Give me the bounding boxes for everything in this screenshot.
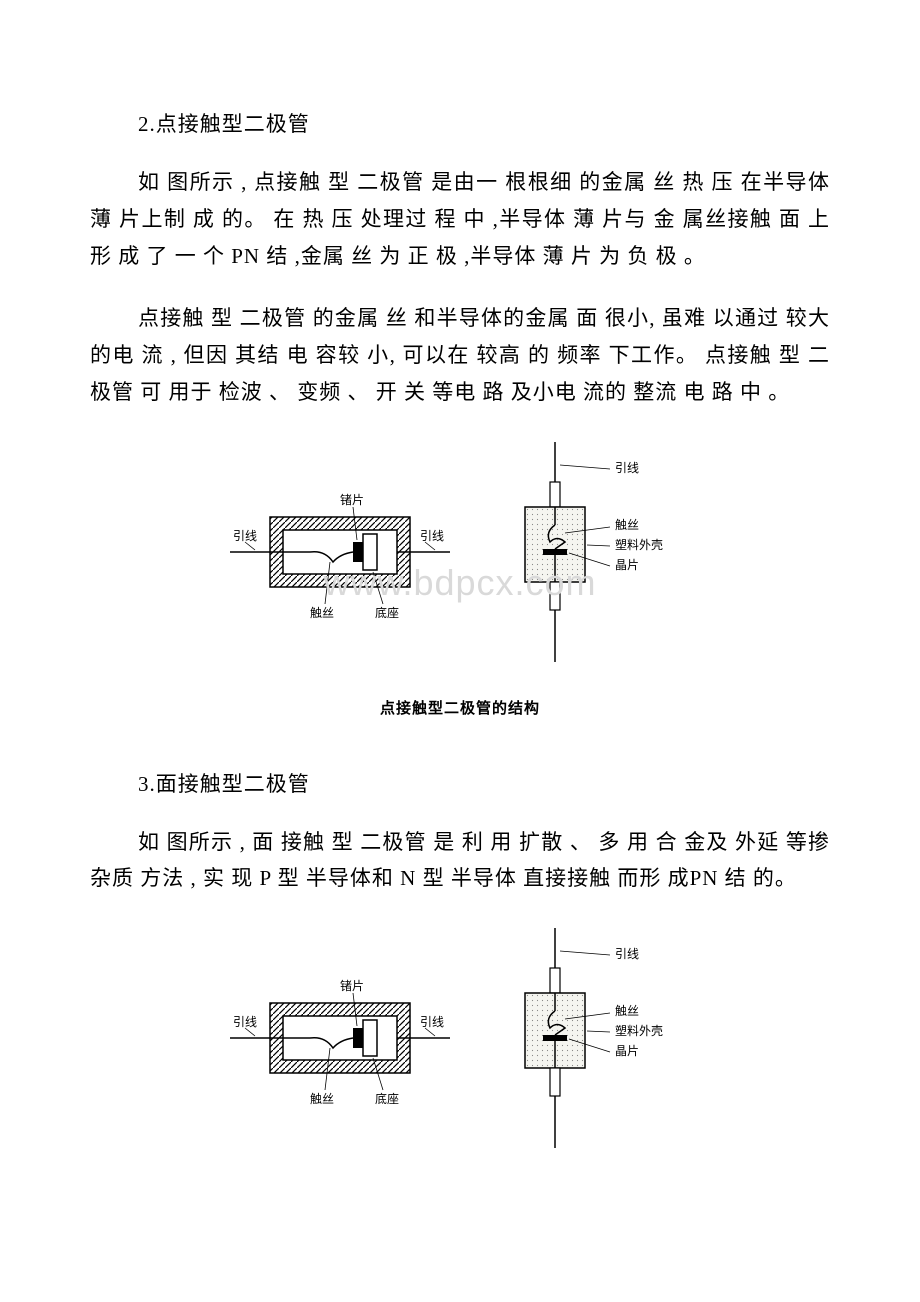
label-base: 底座	[375, 605, 399, 620]
label-lead-top: 引线	[615, 461, 639, 475]
figure2-diagrams: 引线 锗片 引线 触丝 底座	[225, 923, 695, 1153]
f2-label-wire2: 触丝	[615, 1004, 639, 1018]
f2-label-lead-top: 引线	[615, 947, 639, 961]
label-crystal: 晶片	[615, 558, 639, 572]
f2-label-crystal: 晶片	[615, 1044, 639, 1058]
figure1-diagrams: 引线 锗片 引线 触丝 底座	[225, 437, 695, 667]
f2-label-lead-right: 引线	[420, 1015, 444, 1029]
section2-para1: 如 图所示 , 点接触 型 二极管 是由一 根根细 的金属 丝 热 压 在半导体…	[90, 164, 830, 274]
label-chip: 锗片	[340, 492, 364, 507]
figure1-caption: 点接触型二极管的结构	[380, 697, 540, 718]
f2-label-lead-left: 引线	[233, 1015, 257, 1029]
label-wire: 触丝	[310, 606, 334, 620]
section3-para1: 如 图所示 , 面 接触 型 二极管 是 利 用 扩散 、 多 用 合 金及 外…	[90, 824, 830, 898]
label-lead-right: 引线	[420, 529, 444, 543]
label-plastic: 塑料外壳	[615, 537, 663, 552]
figure1-left-svg: 引线 锗片 引线 触丝 底座	[225, 462, 455, 642]
f2-label-wire: 触丝	[310, 1092, 334, 1106]
f2-label-base: 底座	[375, 1091, 399, 1106]
figure1: 引线 锗片 引线 触丝 底座	[90, 437, 830, 718]
figure2: 引线 锗片 引线 触丝 底座	[90, 923, 830, 1153]
section2-para2: 点接触 型 二极管 的金属 丝 和半导体的金属 面 很小, 虽难 以通过 较大 …	[90, 300, 830, 410]
f2-label-plastic: 塑料外壳	[615, 1023, 663, 1038]
f2-label-chip: 锗片	[340, 978, 364, 993]
section2-heading: 2.点接触型二极管	[90, 108, 830, 138]
label-lead-left: 引线	[233, 529, 257, 543]
label-wire2: 触丝	[615, 518, 639, 532]
figure1-right-svg: 引线 触丝 塑料外壳 晶片	[495, 437, 695, 667]
section3-heading: 3.面接触型二极管	[90, 768, 830, 798]
figure2-right-svg: 引线 触丝 塑料外壳 晶片	[495, 923, 695, 1153]
figure2-left-svg: 引线 锗片 引线 触丝 底座	[225, 948, 455, 1128]
